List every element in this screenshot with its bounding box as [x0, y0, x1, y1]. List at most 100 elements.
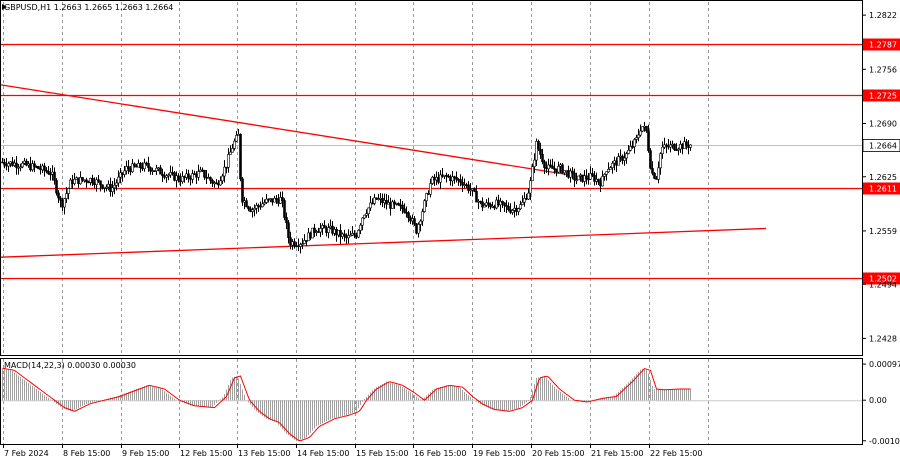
- current-price-label: 1.2664: [869, 142, 897, 151]
- candle-body: [561, 164, 564, 174]
- candle-body: [145, 162, 148, 165]
- candle-body: [343, 233, 346, 236]
- candle-body: [265, 198, 268, 203]
- candle-body: [533, 159, 536, 167]
- candle-body: [285, 217, 288, 224]
- candle-body: [481, 201, 484, 208]
- candle-body: [455, 177, 458, 180]
- price-axis: 1.2822 1.2756 1.2690 1.2625 1.2559 1.2494 1.24…: [862, 11, 897, 343]
- macd-histogram: [2, 367, 691, 442]
- symbol-triangle-icon: [2, 4, 7, 10]
- candle-body: [397, 203, 400, 206]
- candle-body: [531, 166, 534, 181]
- candle-body: [53, 171, 56, 181]
- candle-body: [163, 175, 166, 178]
- candle-body: [197, 171, 200, 178]
- candle-body: [109, 183, 112, 193]
- candle-body: [103, 186, 106, 189]
- candle-body: [473, 188, 476, 192]
- candle-body: [543, 161, 546, 168]
- macd-tick-label: 0.00097: [869, 360, 900, 369]
- candle-body: [349, 234, 352, 237]
- candle-body: [603, 174, 606, 177]
- candle-body: [597, 178, 600, 183]
- candle-body: [365, 213, 368, 216]
- candle-body: [413, 218, 416, 225]
- candle-body: [653, 172, 656, 179]
- candle-body: [499, 201, 502, 206]
- candle-body: [439, 174, 442, 183]
- candle-body: [31, 163, 34, 171]
- level-label-box: [863, 89, 900, 102]
- candle-body: [589, 173, 592, 180]
- candle-body: [193, 173, 196, 175]
- candle-body: [633, 139, 636, 148]
- candle-body: [605, 171, 608, 175]
- candles: [1, 121, 692, 254]
- time-tick-label: 20 Feb 15:00: [532, 449, 584, 458]
- candle-body: [141, 167, 144, 170]
- candle-body: [609, 167, 612, 170]
- candle-body: [37, 166, 40, 170]
- candle-body: [13, 162, 16, 166]
- price-tick-label: 1.2690: [869, 119, 897, 128]
- candle-body: [201, 169, 204, 172]
- candle-body: [57, 192, 60, 199]
- candle-body: [407, 212, 410, 219]
- price-tick-label: 1.2559: [869, 227, 897, 236]
- candle-body: [521, 201, 524, 205]
- candle-body: [165, 175, 168, 178]
- candle-body: [121, 172, 124, 175]
- grid: [1, 2, 862, 444]
- candle-body: [221, 175, 224, 182]
- candle-body: [249, 208, 252, 212]
- candle-body: [601, 176, 604, 187]
- candle-body: [303, 240, 306, 244]
- time-tick-label: 16 Feb 15:00: [414, 449, 466, 458]
- candle-body: [373, 197, 376, 204]
- candle-body: [459, 179, 462, 183]
- candle-body: [63, 198, 66, 208]
- candle-body: [487, 202, 490, 205]
- candle-body: [503, 202, 506, 206]
- candle-body: [299, 244, 302, 247]
- candle-body: [689, 144, 692, 148]
- candle-body: [15, 162, 18, 168]
- candle-body: [235, 135, 238, 142]
- time-tick-label: 13 Feb 15:00: [238, 449, 290, 458]
- candle-body: [133, 163, 136, 167]
- candle-body: [147, 163, 150, 168]
- candle-body: [225, 166, 228, 169]
- candle-body: [21, 162, 24, 168]
- candle-body: [529, 180, 532, 194]
- candle-body: [167, 174, 170, 177]
- candle-body: [273, 197, 276, 203]
- time-tick-label: 9 Feb 15:00: [122, 449, 169, 458]
- trendline-ascending-support: [0, 227, 767, 258]
- candle-body: [73, 179, 76, 184]
- candle-body: [25, 160, 28, 166]
- candle-body: [647, 130, 650, 151]
- candle-body: [187, 173, 190, 179]
- candle-body: [403, 208, 406, 213]
- price-levels: 1.2787 1.2725 1.2611 1.2502 1.2664: [1, 38, 900, 285]
- candle-body: [685, 141, 688, 146]
- candle-body: [43, 165, 46, 171]
- candle-body: [143, 162, 146, 170]
- price-tick-label: 1.2756: [869, 65, 897, 74]
- candle-body: [319, 228, 322, 233]
- time-tick-label: 15 Feb 15:00: [356, 449, 408, 458]
- candle-body: [123, 170, 126, 175]
- candle-body: [119, 172, 122, 178]
- macd-signal-line: [2, 367, 691, 442]
- candle-body: [547, 164, 550, 170]
- candle-body: [535, 140, 538, 161]
- candle-body: [191, 173, 194, 180]
- candle-body: [367, 207, 370, 214]
- candle-body: [585, 175, 588, 180]
- candle-body: [673, 143, 676, 150]
- candle-body: [59, 197, 62, 201]
- candle-body: [261, 203, 264, 207]
- candle-body: [507, 205, 510, 210]
